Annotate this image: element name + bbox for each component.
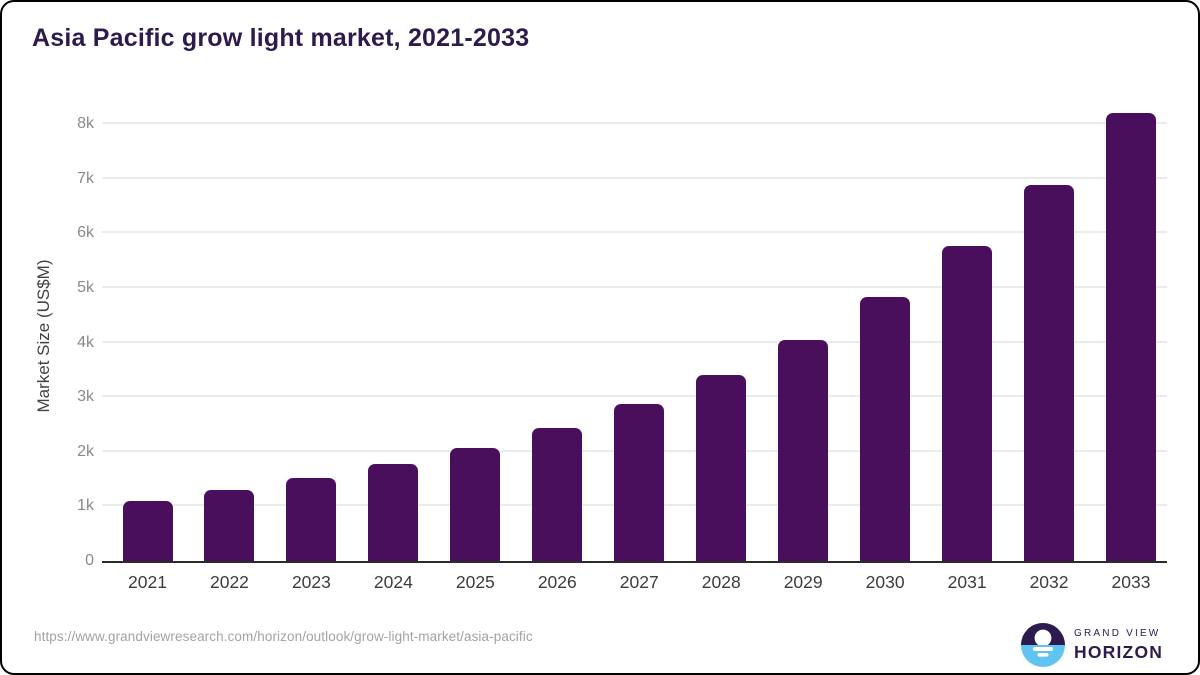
- y-axis-tick-labels: 0 1k 2k 3k 4k 5k 6k 7k 8k: [42, 111, 94, 569]
- bar-2026: [532, 427, 583, 561]
- x-tick-label-2027: 2027: [619, 572, 659, 592]
- bar-2021: [122, 500, 173, 561]
- bar-2027: [614, 404, 665, 561]
- bar-2033: [1106, 113, 1157, 561]
- bar-2023: [286, 478, 337, 561]
- x-tick-label-2031: 2031: [947, 572, 987, 592]
- chart-title: Asia Pacific grow light market, 2021-203…: [32, 24, 530, 52]
- x-tick-label-2033: 2033: [1111, 572, 1151, 592]
- logo-wordmark: GRAND VIEW HORIZON: [1074, 628, 1163, 663]
- x-tick-label-2021: 2021: [128, 572, 167, 592]
- bar-2024: [368, 463, 419, 561]
- y-tick-label-4k: 4k: [77, 333, 94, 351]
- x-tick-label-2022: 2022: [209, 572, 249, 592]
- bar-2028: [696, 375, 747, 561]
- y-tick-label-8k: 8k: [77, 115, 94, 133]
- x-axis-tick-labels: 2021 2022 2023 2024 2025 2026 2027 2028 2029 2030…: [102, 572, 1167, 598]
- x-tick-label-2026: 2026: [537, 572, 577, 592]
- horizon-sun-icon: [1021, 623, 1065, 667]
- logo-product-name: HORIZON: [1074, 641, 1164, 662]
- bar-2029: [778, 339, 829, 561]
- bar-2022: [204, 490, 255, 561]
- source-url: https://www.grandviewresearch.com/horizo…: [34, 629, 533, 644]
- grand-view-horizon-logo: GRAND VIEW HORIZON: [1021, 623, 1163, 667]
- gridline-7k: [102, 176, 1167, 179]
- gridline-5k: [102, 286, 1167, 288]
- x-tick-label-2025: 2025: [455, 572, 495, 592]
- gridline-3k: [102, 395, 1167, 398]
- gridline-8k: [102, 122, 1167, 125]
- x-tick-label-2029: 2029: [783, 572, 823, 592]
- y-tick-label-7k: 7k: [77, 169, 94, 187]
- y-tick-label-3k: 3k: [77, 388, 94, 406]
- logo-brand-name: GRAND VIEW: [1074, 627, 1161, 639]
- y-tick-label-6k: 6k: [77, 224, 94, 242]
- gridline-4k: [102, 340, 1167, 343]
- x-tick-label-2024: 2024: [373, 572, 413, 592]
- bar-2025: [450, 447, 501, 561]
- plot-area: [102, 111, 1167, 563]
- x-tick-label-2028: 2028: [701, 572, 741, 592]
- y-tick-label-5k: 5k: [77, 279, 94, 296]
- bar-2032: [1024, 185, 1075, 561]
- y-tick-label-0: 0: [85, 552, 94, 569]
- y-tick-label-1k: 1k: [77, 497, 94, 515]
- x-tick-label-2032: 2032: [1029, 572, 1069, 592]
- x-tick-label-2030: 2030: [865, 572, 905, 592]
- x-tick-label-2023: 2023: [291, 572, 331, 592]
- gridline-6k: [102, 231, 1167, 234]
- y-tick-label-2k: 2k: [77, 442, 94, 460]
- bar-2030: [860, 297, 911, 561]
- bar-2031: [942, 245, 993, 561]
